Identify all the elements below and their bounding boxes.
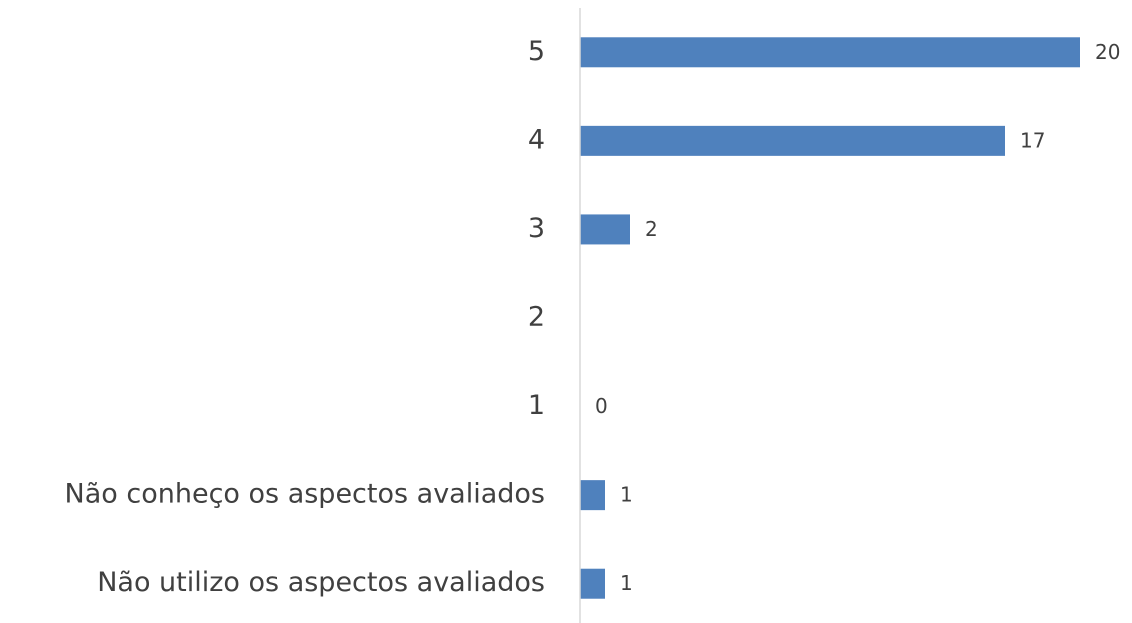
bar: [580, 214, 630, 245]
category-label: Não conheço os aspectos avaliados: [65, 479, 545, 510]
value-label: 17: [1020, 128, 1045, 152]
value-label: 1: [620, 483, 633, 507]
value-label: 2: [645, 217, 658, 241]
category-label: 5: [528, 36, 545, 67]
bar: [580, 568, 605, 599]
category-label: Não utilizo os aspectos avaliados: [97, 567, 545, 598]
value-label: 0: [595, 394, 608, 418]
value-label: 1: [620, 571, 633, 595]
category-label: 2: [528, 302, 545, 333]
bar: [580, 37, 1080, 68]
category-label: 1: [528, 390, 545, 421]
category-label: 4: [528, 124, 545, 155]
value-label: 20: [1095, 40, 1120, 64]
category-label: 3: [528, 213, 545, 244]
bar: [580, 125, 1005, 156]
bar: [580, 480, 605, 511]
